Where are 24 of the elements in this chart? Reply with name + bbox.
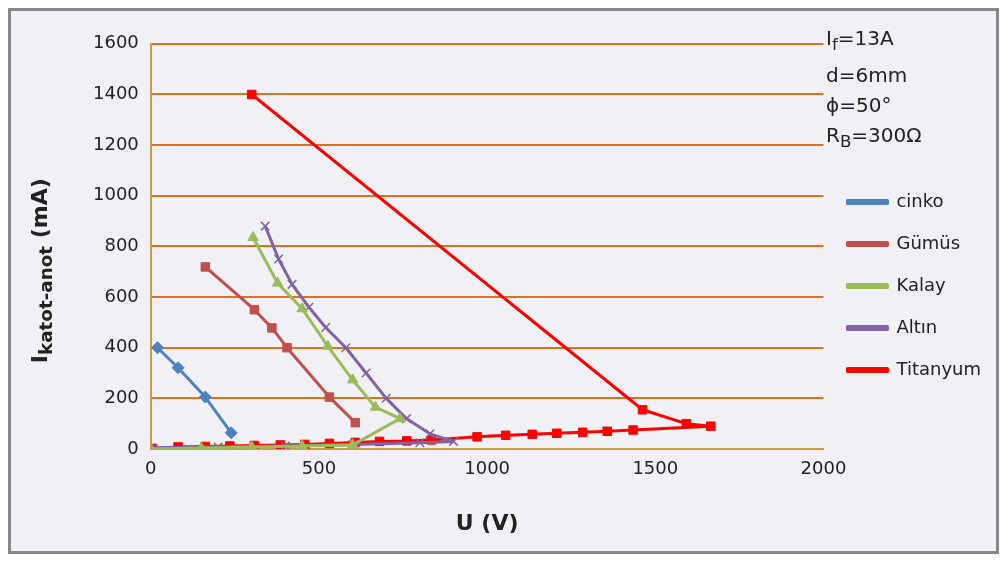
y-tick-label: 0 [127, 436, 139, 458]
y-tick-label: 1200 [93, 132, 139, 154]
y-tick-label: 1400 [93, 82, 139, 104]
x-tick-label: 2000 [800, 457, 847, 479]
y-tick-label: 1000 [93, 183, 139, 205]
y-tick-label: 1600 [93, 31, 139, 53]
x-tick-label: 1500 [632, 457, 679, 479]
text: d=6mm [826, 62, 909, 89]
text: R$_{B}$=300Ω [826, 122, 922, 153]
legend-label: Kalay [896, 273, 947, 295]
x-tick-label: 1000 [464, 457, 511, 479]
legend-label: Gümüs [896, 231, 961, 253]
legend-label: Titanyum [895, 357, 982, 379]
legend-label: Altın [896, 315, 938, 337]
legend-label: cinko [896, 189, 944, 211]
y-tick-label: 400 [104, 335, 139, 357]
x-tick-label: 0 [145, 457, 157, 479]
y-tick-label: 600 [104, 284, 139, 306]
x-tick-label: 500 [301, 457, 337, 479]
y-tick-label: 800 [104, 234, 139, 256]
x-axis-title: U (V) [455, 509, 519, 535]
text: I$_{f}$=13A [826, 25, 895, 56]
y-tick-label: 200 [104, 386, 139, 408]
text: ϕ=50° [826, 92, 893, 119]
